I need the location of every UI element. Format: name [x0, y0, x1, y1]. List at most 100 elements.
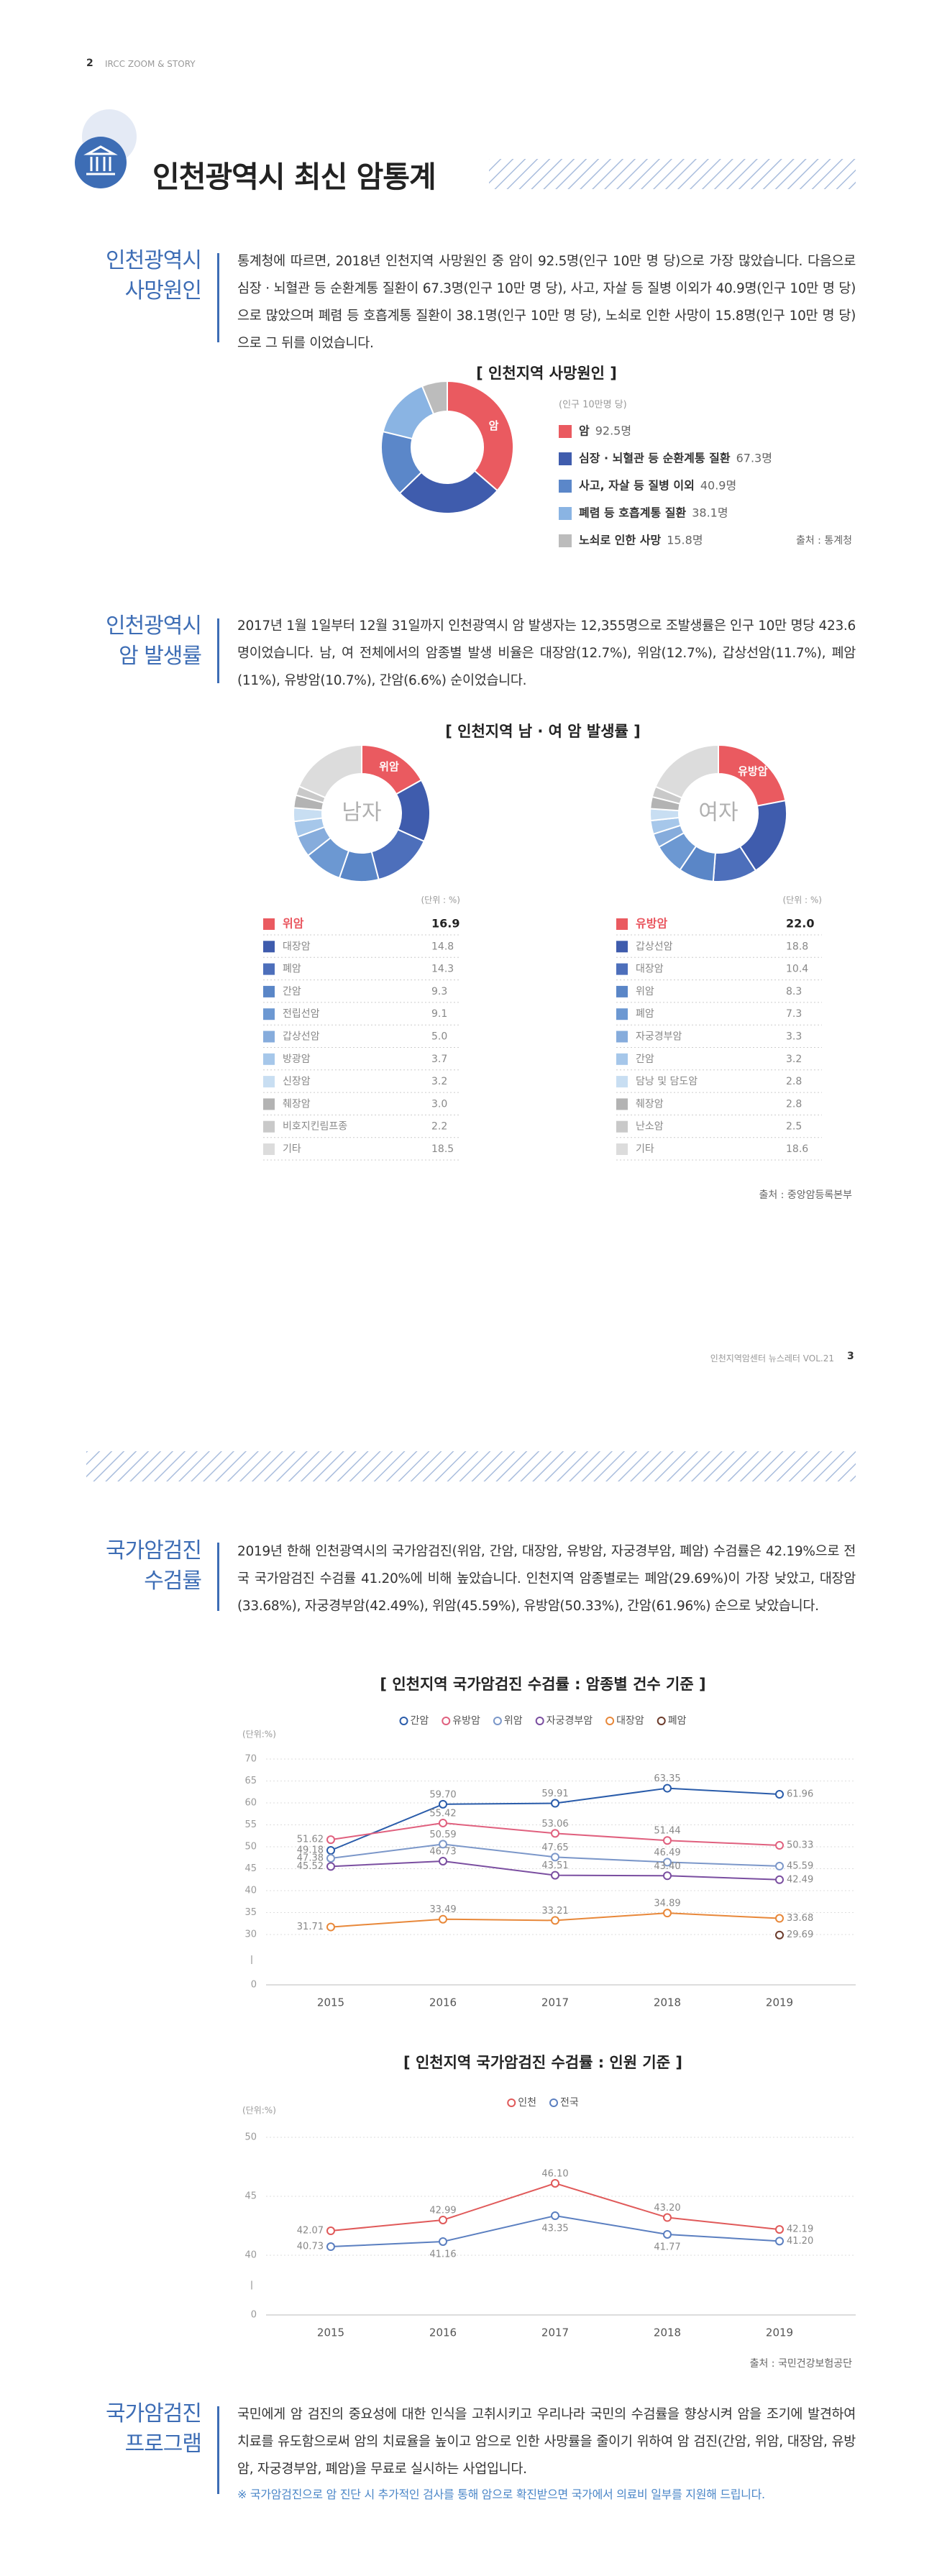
legend-swatch: [559, 480, 572, 493]
legend-label: 대장암: [636, 964, 664, 975]
legend-swatch: [616, 1120, 628, 1133]
legend-label: 폐암: [283, 964, 301, 975]
heading-line: 프로그램: [124, 2431, 202, 2457]
legend-label: 간암: [636, 1054, 654, 1065]
data-label: 42.07: [297, 2226, 324, 2237]
data-label: 50.59: [429, 1830, 456, 1840]
legend-label: 담낭 및 담도암: [636, 1076, 698, 1087]
legend-label: 폐렴 등 호흡계통 질환: [579, 506, 686, 520]
legend-swatch: [559, 452, 572, 465]
section-heading: 국가암검진 프로그램: [79, 2399, 202, 2459]
section-body: 2017년 1월 1일부터 12월 31일까지 인천광역시 암 발생자는 12,…: [237, 618, 856, 688]
y-axis-label: (단위:%): [242, 1730, 276, 1740]
legend-value: 14.8: [431, 941, 454, 952]
legend-marker: [549, 2098, 558, 2107]
data-point: [551, 1829, 559, 1838]
y-tick-label: 50: [244, 2132, 257, 2143]
legend-value: 15.8명: [667, 534, 703, 547]
data-point: [775, 2237, 784, 2246]
legend-swatch: [559, 425, 572, 438]
slice-label: 암: [489, 419, 499, 432]
y-tick-label: 55: [244, 1819, 257, 1830]
legend-label: 대장암: [283, 941, 311, 952]
x-tick-label: 2017: [541, 1996, 569, 2009]
legend-value: 14.3: [431, 964, 454, 975]
legend-swatch: [616, 1031, 628, 1043]
data-label: 33.49: [429, 1904, 456, 1915]
data-point: [775, 1861, 784, 1871]
legend-value: 2.8: [786, 1076, 802, 1087]
legend-label: 폐암: [636, 1008, 654, 1020]
slice-label: 유방암: [738, 765, 768, 778]
data-point: [551, 2211, 559, 2221]
data-label: 46.49: [654, 1847, 680, 1858]
running-title: IRCC ZOOM & STORY: [105, 59, 196, 69]
legend-swatch: [616, 1008, 628, 1020]
slice-label: 위암: [379, 760, 399, 773]
section-body: 국민에게 암 검진의 중요성에 대한 인식을 고취시키고 우리나라 국민의 수검…: [237, 2407, 856, 2477]
pie-slice: [421, 380, 448, 416]
section-rule: [217, 253, 219, 342]
legend-value: 7.3: [786, 1008, 802, 1020]
x-tick-label: 2018: [654, 2326, 681, 2339]
heading-line: 국가암검진: [106, 1538, 202, 1563]
data-label: 55.42: [429, 1808, 456, 1819]
data-label: 47.38: [297, 1853, 324, 1863]
legend-label: 노쇠로 인한 사망: [579, 534, 661, 547]
legend-swatch: [616, 941, 628, 953]
y-tick-label: 40: [244, 2250, 257, 2261]
legend-marker: [442, 1717, 451, 1725]
legend-swatch: [263, 985, 275, 997]
legend-label: 위암: [504, 1715, 523, 1727]
data-label: 43.40: [654, 1861, 680, 1872]
y-tick-label: 60: [244, 1798, 257, 1809]
data-point: [775, 1790, 784, 1799]
legend-value: 18.6: [786, 1143, 808, 1155]
legend-value: 3.2: [786, 1054, 802, 1065]
legend-label: 갑상선암: [636, 941, 673, 952]
data-point: [326, 1846, 335, 1855]
heading-line: 암 발생률: [119, 644, 202, 669]
legend-value: 5.0: [431, 1031, 447, 1043]
footer-page-number: 3: [847, 1351, 854, 1362]
x-tick-label: 2016: [429, 2326, 457, 2339]
data-point: [326, 2226, 335, 2236]
legend-value: 3.2: [431, 1076, 447, 1087]
chart-title: [ 인천지역 남 · 여 암 발생률 ]: [445, 723, 641, 740]
data-label: 31.71: [297, 1922, 324, 1932]
data-point: [551, 1853, 559, 1862]
heading-line: 인천광역시: [106, 613, 202, 639]
data-point: [775, 2225, 784, 2234]
data-label: 41.20: [787, 2236, 813, 2247]
data-point: [551, 1799, 559, 1808]
data-point: [326, 1835, 335, 1845]
data-point: [775, 1914, 784, 1923]
data-point: [439, 1914, 447, 1924]
x-tick-label: 2016: [429, 1996, 457, 2009]
data-label: 45.59: [787, 1860, 813, 1871]
y-tick-label: 35: [244, 1907, 257, 1918]
legend-swatch: [263, 1008, 275, 1020]
data-label: 46.10: [541, 2168, 568, 2179]
data-point: [439, 1840, 447, 1849]
legend-value: 3.0: [431, 1098, 447, 1110]
data-point: [663, 1871, 672, 1881]
data-label: 42.49: [787, 1874, 813, 1885]
legend-swatch: [616, 918, 628, 930]
legend-value: 9.1: [431, 1008, 447, 1020]
legend-label: 췌장암: [636, 1098, 664, 1110]
data-point: [326, 1922, 335, 1932]
legend-label: 기타: [283, 1143, 301, 1155]
section-rule: [217, 1543, 219, 1611]
data-point: [326, 1853, 335, 1863]
legend-label: 췌장암: [283, 1098, 311, 1110]
y-tick-label: 30: [244, 1929, 257, 1940]
x-tick-label: 2015: [317, 1996, 344, 2009]
chart-title: [ 인천지역 국가암검진 수검률 : 암종별 건수 기준 ]: [380, 1676, 705, 1693]
y-tick-label: 65: [244, 1776, 257, 1786]
legend-swatch: [263, 1120, 275, 1133]
legend-marker: [535, 1717, 544, 1725]
title-icon: [75, 137, 127, 188]
legend-marker: [399, 1717, 408, 1725]
